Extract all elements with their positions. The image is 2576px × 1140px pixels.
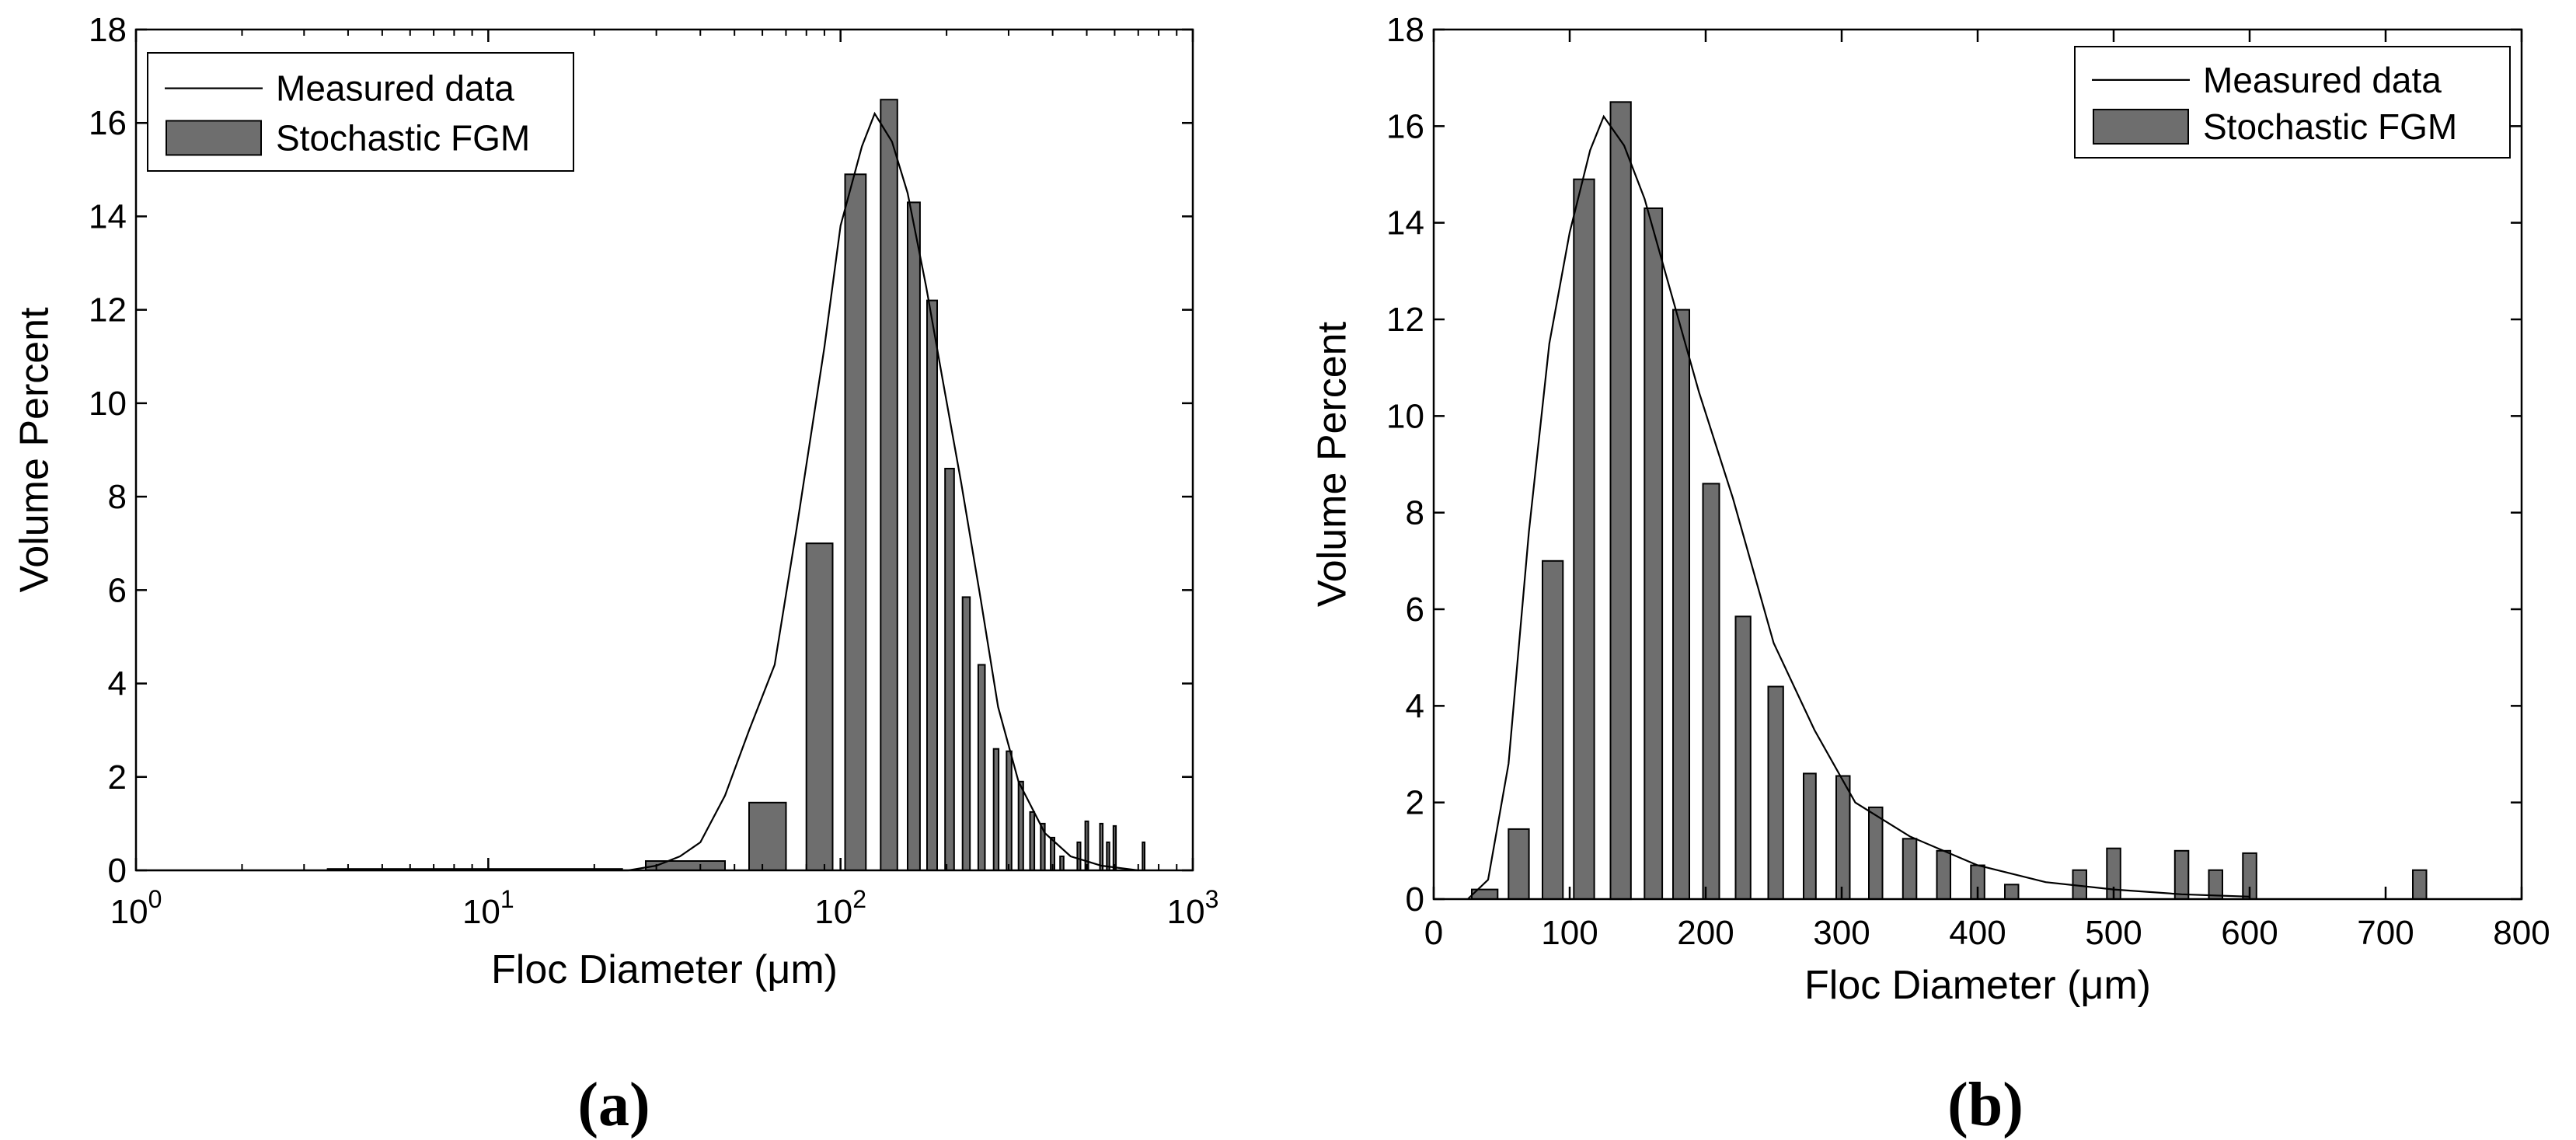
x-axis: 100 101 102 103 — [110, 30, 1219, 931]
bar — [2412, 869, 2428, 900]
x-axis-label: Floc Diameter (μm) — [491, 947, 838, 992]
y-tick-label: 16 — [89, 104, 127, 142]
bar — [2004, 884, 2020, 901]
x-tick-label: 100 — [1541, 914, 1598, 952]
legend-label: Measured data — [276, 68, 514, 109]
bar — [1099, 822, 1104, 872]
bar — [1702, 483, 1720, 900]
bar — [1644, 207, 1664, 900]
bar-series — [326, 99, 1146, 872]
bar — [805, 542, 834, 871]
y-tick-label: 8 — [1406, 494, 1424, 532]
y-tick-label: 0 — [108, 852, 127, 890]
x-tick-label: 102 — [814, 885, 866, 931]
bar — [1112, 824, 1117, 872]
y-axis: 0 2 4 6 8 10 12 14 16 18 — [1386, 11, 2522, 919]
y-axis-label: Volume Percent — [12, 307, 58, 593]
y-tick-label: 12 — [89, 291, 127, 329]
bar — [1029, 811, 1036, 872]
y-tick-label: 10 — [89, 385, 127, 423]
bar — [1868, 806, 1884, 901]
measured-data-line — [136, 111, 1138, 872]
bar — [1059, 856, 1065, 871]
legend-label: Measured data — [2203, 60, 2442, 100]
x-tick-label: 101 — [462, 885, 514, 931]
bar — [1006, 750, 1013, 872]
bar — [1084, 820, 1089, 872]
bar — [1803, 772, 1817, 901]
x-tick-label: 700 — [2357, 914, 2414, 952]
bar — [977, 664, 986, 871]
bar — [1609, 101, 1632, 901]
legend-label: Stochastic FGM — [2203, 106, 2457, 147]
bar — [1901, 838, 1918, 901]
legend: Measured data Stochastic FGM — [2074, 46, 2511, 159]
bar — [926, 299, 938, 872]
y-tick-label: 18 — [89, 11, 127, 49]
bar — [944, 468, 955, 871]
plot-frame — [134, 28, 1194, 872]
bar — [880, 99, 898, 871]
x-axis-label: Floc Diameter (μm) — [1804, 963, 2151, 1008]
panel-caption: (b) — [1947, 1071, 2024, 1139]
measured-data-line — [1467, 114, 2250, 900]
y-tick-label: 6 — [108, 571, 127, 609]
bar — [1017, 780, 1024, 871]
plot-area — [1434, 30, 2522, 899]
x-tick-label: 100 — [110, 885, 162, 931]
chart-panel-1: 0 2 4 6 8 10 12 14 16 18 100 101 102 103 Floc Diameter… — [12, 11, 1219, 1139]
y-tick-label: 4 — [1406, 687, 1424, 725]
bar — [1672, 309, 1690, 901]
y-tick-label: 14 — [1386, 204, 1424, 242]
legend-bar-swatch — [166, 120, 262, 156]
bar — [1076, 841, 1082, 872]
legend-label: Stochastic FGM — [276, 117, 530, 158]
y-tick-label: 4 — [108, 665, 127, 703]
x-tick-label: 600 — [2221, 914, 2278, 952]
x-tick-label: 400 — [1949, 914, 2006, 952]
bar — [1573, 178, 1595, 900]
x-axis: 0 100 200 300 400 500 600 700 800 — [1424, 30, 2550, 952]
y-tick-label: 2 — [108, 758, 127, 797]
bar — [961, 596, 971, 872]
bar — [2173, 849, 2190, 901]
y-tick-label: 2 — [1406, 784, 1424, 822]
bar — [1542, 560, 1564, 900]
bar — [907, 201, 921, 871]
x-tick-label: 500 — [2085, 914, 2142, 952]
bar — [748, 801, 787, 872]
y-tick-label: 10 — [1386, 397, 1424, 435]
x-tick-label: 103 — [1167, 885, 1219, 931]
x-tick-label: 300 — [1813, 914, 1870, 952]
y-axis: 0 2 4 6 8 10 12 14 16 18 — [89, 11, 1193, 890]
legend-bar-swatch — [2093, 108, 2189, 145]
bar — [844, 173, 867, 872]
y-tick-label: 6 — [1406, 591, 1424, 629]
chart-panel-2: 0 2 4 6 8 10 12 14 16 18 0 100 200 300 400 500 600 700 800… — [1310, 11, 2550, 1139]
bar — [1835, 775, 1851, 900]
y-tick-label: 8 — [108, 478, 127, 516]
y-tick-label: 16 — [1386, 107, 1424, 145]
x-tick-label: 200 — [1677, 914, 1734, 952]
bar — [1508, 828, 1530, 901]
x-tick-label: 800 — [2493, 914, 2550, 952]
x-tick-label: 0 — [1424, 914, 1443, 952]
panel-caption: (a) — [577, 1071, 650, 1139]
bar — [1767, 685, 1784, 900]
y-tick-label: 18 — [1386, 11, 1424, 49]
bar — [992, 748, 1000, 872]
bar — [1734, 615, 1752, 900]
legend: Measured data Stochastic FGM — [147, 52, 574, 172]
y-tick-label: 0 — [1406, 880, 1424, 919]
y-tick-label: 12 — [1386, 301, 1424, 339]
y-axis-label: Volume Percent — [1310, 321, 1355, 607]
bar — [1936, 849, 1951, 901]
y-tick-label: 14 — [89, 197, 127, 235]
bar — [1142, 841, 1146, 872]
